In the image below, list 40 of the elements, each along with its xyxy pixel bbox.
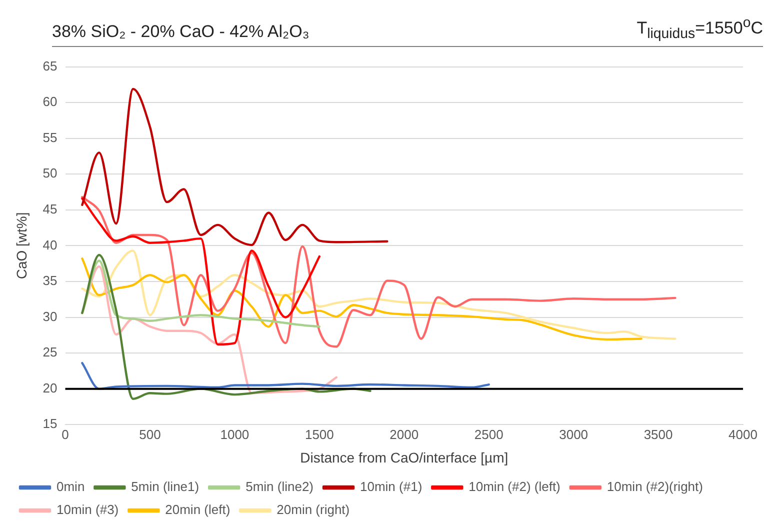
line-series: [81, 197, 321, 346]
line-series: [81, 362, 490, 390]
y-axis-title: CaO [wt%]: [13, 212, 30, 280]
legend-label: 10min (#1): [360, 479, 422, 494]
y-tick-label: 60: [42, 94, 58, 110]
line-series: [81, 254, 372, 400]
legend-label: 20min (left): [165, 502, 230, 518]
y-tick-label: 45: [42, 202, 58, 216]
legend-label: 10min (#3): [56, 502, 119, 518]
x-tick-label: 2500: [474, 426, 504, 442]
x-tick-label: 3500: [644, 426, 673, 442]
x-tick-label: 1500: [304, 426, 334, 442]
y-tick-label: 20: [42, 380, 58, 396]
legend-label: 0min: [56, 479, 85, 494]
y-tick-label: 55: [42, 130, 58, 145]
x-tick-label: 4000: [728, 426, 758, 442]
x-axis-title: Distance from CaO/interface [µm]: [300, 449, 508, 466]
y-tick-label: 25: [42, 344, 58, 360]
line-series: [81, 88, 388, 246]
y-tick-label: 40: [42, 237, 58, 252]
y-tick-label: 50: [42, 166, 58, 181]
line-series: [81, 260, 321, 328]
y-tick-label: 15: [42, 416, 58, 432]
line-series: [81, 265, 338, 394]
line-series: [81, 196, 676, 348]
legend-label: 5min (line1): [131, 479, 200, 494]
x-tick-label: 0: [62, 426, 69, 442]
x-tick-label: 2000: [390, 426, 419, 442]
legend-label: 10min (#2)(right): [606, 479, 703, 494]
x-tick-label: 3000: [559, 426, 588, 442]
y-tick-label: 35: [42, 273, 58, 288]
x-tick-label: 500: [139, 426, 161, 442]
legend-label: 10min (#2) (left): [468, 479, 560, 494]
y-tick-label: 30: [42, 308, 58, 324]
y-tick-label: 65: [42, 58, 58, 74]
text: T$_{liquidus}$=1550$^{o}$C: [636, 14, 763, 42]
legend-label: 20min (right): [276, 502, 350, 518]
chart-title: 38% SiO₂ - 20% CaO - 42% Al₂O₃: [52, 22, 310, 42]
x-tick-label: 1000: [220, 426, 250, 442]
legend-label: 5min (line2): [246, 479, 314, 494]
